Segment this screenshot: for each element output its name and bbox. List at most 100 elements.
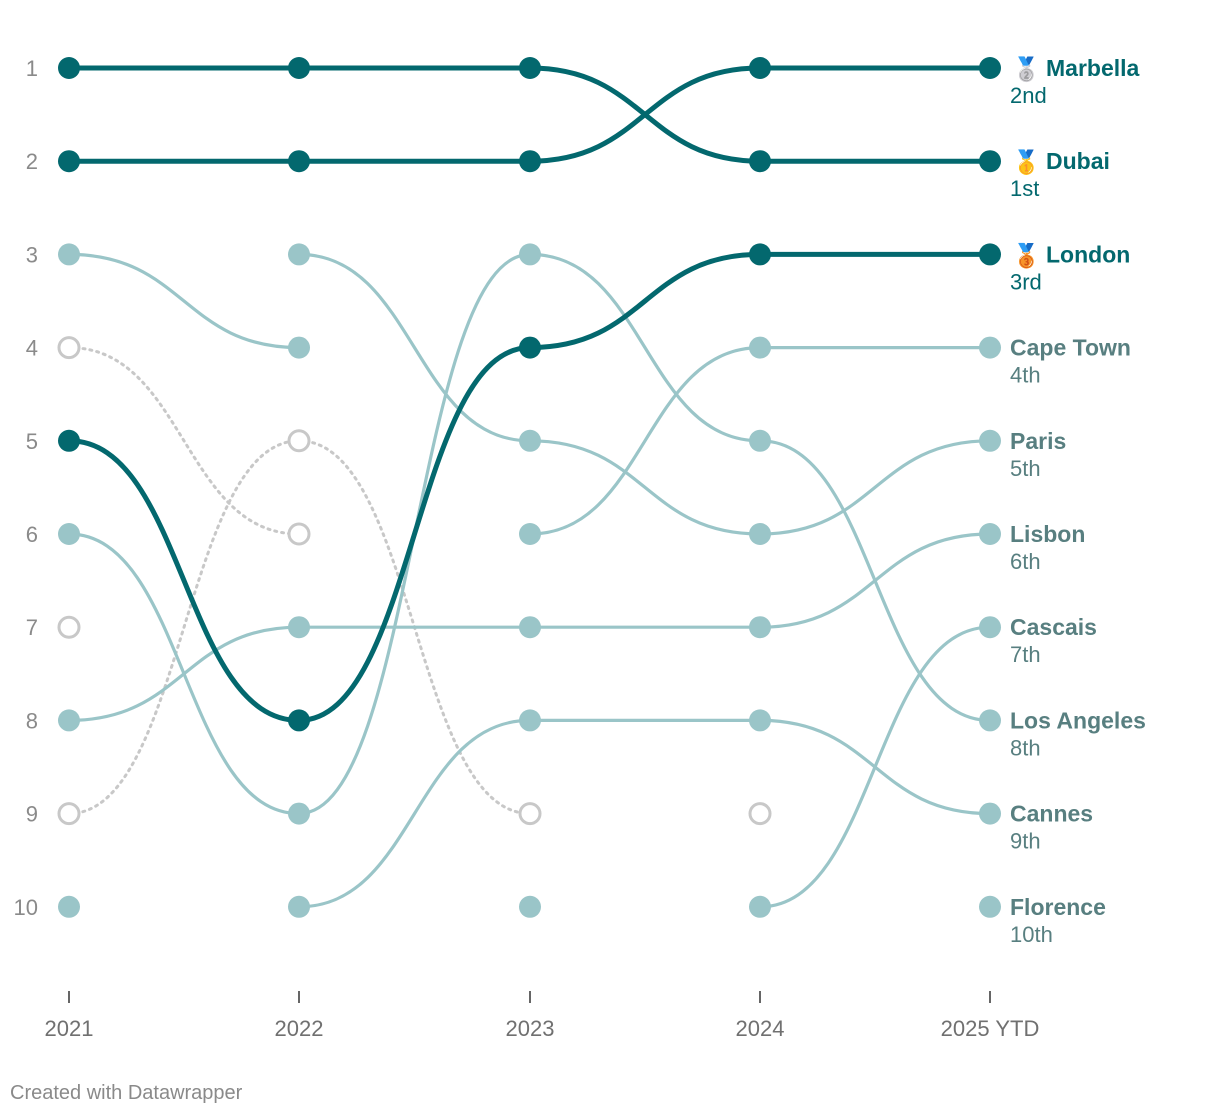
series-point-dubai: [58, 57, 80, 79]
label-rank-paris: 5th: [1010, 456, 1041, 481]
series-point-fragment: [58, 243, 80, 266]
series-point-dubai: [749, 150, 771, 173]
series-point-marbella: [288, 150, 310, 173]
label-name-florence: Florence: [1010, 894, 1106, 920]
series-point-marbella: [749, 57, 771, 79]
series-point-cannes: [979, 802, 1001, 825]
label-name-dubai: Dubai: [1046, 148, 1110, 174]
series-point-cape-town: [979, 336, 1001, 359]
series-line-paris: [298, 252, 991, 536]
series-point-cannes: [749, 709, 771, 732]
series-point-paris: [288, 243, 310, 266]
series-point-isolated: [58, 895, 80, 918]
x-tick-label: 2022: [275, 1016, 324, 1041]
label-rank-marbella: 2nd: [1010, 83, 1047, 108]
label-name-london: London: [1046, 241, 1130, 267]
dropped-point: [57, 615, 81, 639]
y-tick-label: 9: [26, 802, 38, 827]
x-tick-label: 2025 YTD: [941, 1016, 1040, 1041]
dropped-point: [57, 802, 81, 826]
series-point-marbella: [58, 150, 80, 173]
series-point-lisbon: [519, 616, 541, 639]
dropped-point: [748, 802, 772, 826]
dropped-point: [287, 522, 311, 546]
series-point-florence: [979, 895, 1001, 918]
label-name-cannes: Cannes: [1010, 801, 1093, 827]
series-line-cape-town: [529, 346, 990, 536]
y-tick-label: 3: [26, 242, 38, 267]
series-point-dubai: [519, 57, 541, 79]
y-tick-label: 1: [26, 56, 38, 81]
series-point-dubai: [288, 57, 310, 79]
label-name-los-angeles: Los Angeles: [1010, 707, 1146, 733]
label-rank-cape-town: 4th: [1010, 363, 1041, 388]
series-point-dubai: [979, 150, 1001, 173]
series-point-lisbon: [58, 709, 80, 732]
series-point-lisbon: [749, 616, 771, 639]
series-point-cascais: [749, 895, 771, 918]
series-point-london: [58, 429, 80, 452]
label-name-lisbon: Lisbon: [1010, 521, 1085, 547]
series-point-london: [749, 243, 771, 266]
series-point-los-angeles: [519, 243, 541, 266]
dropped-point: [287, 429, 311, 453]
series-point-london: [519, 336, 541, 359]
label-name-cape-town: Cape Town: [1010, 335, 1131, 361]
series-point-london: [979, 243, 1001, 266]
label-rank-florence: 10th: [1010, 922, 1053, 947]
label-rank-cascais: 7th: [1010, 642, 1041, 667]
series-line-london: [68, 251, 990, 723]
y-tick-label: 6: [26, 522, 38, 547]
series-point-isolated: [519, 895, 541, 918]
series-point-fragment: [288, 336, 310, 359]
dropped-point: [518, 802, 542, 826]
series-point-cascais: [979, 616, 1001, 639]
series-line-dubai: [69, 65, 990, 164]
x-axis: 2021 2022 2023 2024 2025 YTD: [45, 991, 1040, 1041]
series-line-marbella: [69, 65, 990, 164]
series-lines: [67, 65, 991, 909]
series-point-cannes: [519, 709, 541, 732]
label-rank-dubai: 1st: [1010, 176, 1039, 201]
series-point-lisbon: [288, 616, 310, 639]
series-point-marbella: [979, 57, 1001, 79]
series-point-paris: [749, 523, 771, 545]
label-name-paris: Paris: [1010, 428, 1066, 454]
label-name-cascais: Cascais: [1010, 614, 1097, 640]
series-dots: [57, 57, 1001, 918]
series-point-los-angeles: [288, 802, 310, 825]
x-tick-label: 2024: [736, 1016, 785, 1041]
dropped-line: [67, 346, 301, 536]
medal-icon: 🥇: [1012, 149, 1041, 176]
credit-text: Created with Datawrapper: [10, 1082, 243, 1104]
series-line-fragment: [68, 252, 300, 350]
series-line-cannes: [298, 718, 991, 909]
label-rank-lisbon: 6th: [1010, 549, 1041, 574]
y-tick-label: 5: [26, 429, 38, 454]
series-point-paris: [519, 429, 541, 452]
series-point-cannes: [288, 895, 310, 918]
series-point-paris: [979, 429, 1001, 452]
label-rank-london: 3rd: [1010, 269, 1042, 294]
y-tick-label: 4: [26, 336, 38, 361]
series-point-cape-town: [519, 523, 541, 545]
series-point-los-angeles: [58, 523, 80, 545]
series-point-london: [288, 709, 310, 732]
series-line-los-angeles: [68, 252, 991, 816]
y-tick-label: 2: [26, 149, 38, 174]
y-tick-label: 7: [26, 615, 38, 640]
y-tick-label: 10: [14, 895, 38, 920]
series-point-los-angeles: [749, 429, 771, 452]
series-point-lisbon: [979, 523, 1001, 545]
dropped-point: [57, 336, 81, 360]
label-name-marbella: Marbella: [1046, 55, 1140, 81]
label-rank-los-angeles: 8th: [1010, 735, 1041, 760]
x-tick-label: 2023: [506, 1016, 555, 1041]
medal-icon: 🥈: [1012, 56, 1041, 83]
y-tick-label: 8: [26, 708, 38, 733]
medal-icon: 🥉: [1012, 242, 1041, 269]
y-axis: 1 2 3 4 5 6 7 8 9 10: [14, 56, 38, 920]
x-tick-label: 2021: [45, 1016, 94, 1041]
